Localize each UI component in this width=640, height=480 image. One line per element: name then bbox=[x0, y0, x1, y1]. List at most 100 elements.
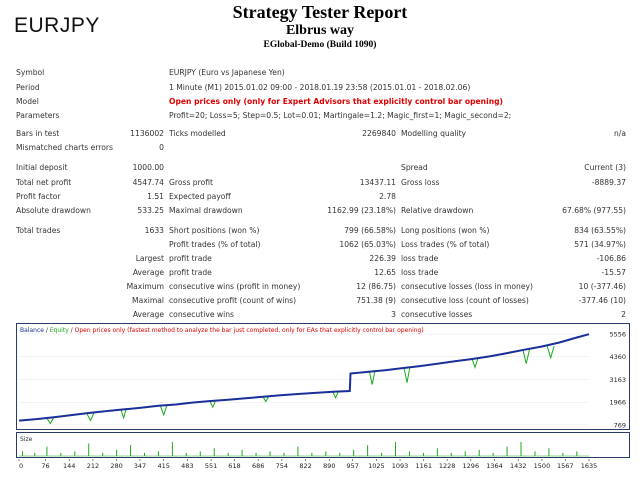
x-tick-label: 1432 bbox=[510, 462, 527, 470]
avg-cons-wins-label: consecutive wins bbox=[169, 310, 235, 319]
x-tick-label: 1296 bbox=[463, 462, 480, 470]
x-axis: 0 76 144 212 280 347 415 483 551 618 686 754 822 890 9… bbox=[18, 459, 598, 470]
gross-loss-value: -8889.37 bbox=[591, 178, 626, 187]
ticks-label: Ticks modelled bbox=[169, 129, 226, 138]
y-tick-layer: 5556 4360 3163 1966 769 bbox=[609, 331, 626, 430]
total-trades-value: 1633 bbox=[144, 226, 164, 235]
x-tick-label: 686 bbox=[252, 462, 264, 470]
x-tick-label: 1500 bbox=[534, 462, 551, 470]
x-tick-label: 1364 bbox=[486, 462, 503, 470]
ticks-value: 2269840 bbox=[362, 129, 396, 138]
x-tick-label: 1161 bbox=[415, 462, 432, 470]
maximal-cons-loss-label: consecutive loss (count of losses) bbox=[401, 296, 529, 305]
loss-trades-value: 571 (34.97%) bbox=[574, 240, 626, 249]
symbol-value: EURJPY (Euro vs Japanese Yen) bbox=[169, 68, 285, 77]
x-tick-label: 618 bbox=[228, 462, 240, 470]
max-cons-losses-label: consecutive losses (loss in money) bbox=[401, 282, 533, 291]
long-positions-label: Long positions (won %) bbox=[401, 226, 490, 235]
profit-trades-value: 1062 (65.03%) bbox=[339, 240, 396, 249]
max-cons-losses-value: 10 (-377.46) bbox=[578, 282, 626, 291]
avg-cons-wins-value: 3 bbox=[391, 310, 396, 319]
long-positions-value: 834 (63.55%) bbox=[574, 226, 626, 235]
x-tick-layer: 0 76 144 212 280 347 415 483 551 618 686 754 822 890 9… bbox=[18, 459, 598, 470]
x-tick-label: 280 bbox=[110, 462, 122, 470]
equity-dip bbox=[403, 367, 411, 383]
expected-payoff-label: Expected payoff bbox=[169, 192, 231, 201]
x-tick-label: 415 bbox=[157, 462, 169, 470]
equity-dip bbox=[120, 408, 127, 420]
average-profit-label: profit trade bbox=[169, 268, 212, 277]
x-tick-label: 1025 bbox=[368, 462, 385, 470]
quality-label: Modelling quality bbox=[401, 129, 467, 138]
equity-dip bbox=[262, 396, 270, 403]
maximum-label: Maximum bbox=[126, 282, 164, 291]
max-cons-wins-value: 12 (86.75) bbox=[356, 282, 396, 291]
report-server: EGlobal-Demo (Build 1090) bbox=[263, 40, 377, 50]
size-chart: Size bbox=[16, 432, 630, 458]
average-loss-value: -15.57 bbox=[601, 268, 626, 277]
gross-profit-label: Gross profit bbox=[169, 178, 213, 187]
average-loss-label: loss trade bbox=[401, 268, 439, 277]
legend-equity: Equity bbox=[50, 327, 69, 334]
x-tick-label: 0 bbox=[19, 462, 23, 470]
quality-value: n/a bbox=[613, 129, 626, 138]
largest-profit-label: profit trade bbox=[169, 254, 212, 263]
maximal-cons-profit-label: consecutive profit (count of wins) bbox=[169, 296, 297, 305]
size-layer bbox=[19, 442, 589, 457]
equity-dip bbox=[522, 348, 531, 364]
rel-drawdown-value: 67.68% (977.55) bbox=[562, 206, 626, 215]
max-cons-wins-label: consecutive wins (profit in money) bbox=[169, 282, 301, 291]
rel-drawdown-label: Relative drawdown bbox=[401, 206, 474, 215]
legend-note: Open prices only (fastest method to anal… bbox=[75, 327, 424, 334]
period-value: 1 Minute (M1) 2015.01.02 09:00 - 2018.01… bbox=[169, 83, 471, 92]
balance-line bbox=[18, 333, 590, 422]
report-subtitle: Elbrus way bbox=[285, 23, 355, 38]
avg-label: Average bbox=[132, 310, 164, 319]
maximal-cons-loss-value: -377.46 (10) bbox=[578, 296, 626, 305]
y-tick-label: 1966 bbox=[609, 399, 626, 407]
largest-loss-value: -106.86 bbox=[596, 254, 626, 263]
symbol-heading: EURJPY bbox=[14, 14, 100, 37]
largest-label: Largest bbox=[135, 254, 164, 263]
y-tick-label: 769 bbox=[614, 422, 626, 430]
x-tick-label: 144 bbox=[63, 462, 75, 470]
profit-factor-value: 1.51 bbox=[147, 192, 164, 201]
size-legend: Size bbox=[20, 436, 33, 443]
x-tick-label: 1093 bbox=[392, 462, 409, 470]
max-drawdown-label: Maximal drawdown bbox=[169, 206, 243, 215]
equity-dip bbox=[209, 400, 217, 409]
x-tick-label: 347 bbox=[134, 462, 146, 470]
equity-dip bbox=[159, 404, 168, 417]
initial-deposit-label: Initial deposit bbox=[16, 163, 68, 172]
equity-dip bbox=[332, 391, 339, 400]
average-profit-value: 12.65 bbox=[374, 268, 396, 277]
net-profit-label: Total net profit bbox=[16, 178, 72, 187]
bars-value: 1136002 bbox=[130, 129, 164, 138]
x-tick-label: 1228 bbox=[439, 462, 456, 470]
net-profit-value: 4547.74 bbox=[132, 178, 164, 187]
profit-trades-label: Profit trades (% of total) bbox=[169, 240, 261, 249]
x-tick-label: 551 bbox=[205, 462, 217, 470]
grid-layer bbox=[19, 333, 589, 426]
average-label: Average bbox=[132, 268, 164, 277]
avg-cons-losses-label: consecutive losses bbox=[401, 310, 473, 319]
short-positions-value: 799 (66.58%) bbox=[344, 226, 396, 235]
x-tick-label: 1567 bbox=[557, 462, 574, 470]
legend-sep-1: / bbox=[44, 327, 50, 334]
symbol-label: Symbol bbox=[16, 68, 45, 77]
x-tick-label: 76 bbox=[41, 462, 49, 470]
mismatch-label: Mismatched charts errors bbox=[16, 143, 113, 152]
size-chart-svg: Size bbox=[19, 436, 589, 457]
equity-dip bbox=[86, 412, 95, 422]
parameters-label: Parameters bbox=[16, 111, 60, 120]
largest-profit-value: 226.39 bbox=[369, 254, 396, 263]
y-tick-label: 4360 bbox=[609, 353, 626, 361]
x-tick-label: 890 bbox=[323, 462, 335, 470]
spread-label: Spread bbox=[401, 163, 428, 172]
y-tick-label: 3163 bbox=[609, 376, 626, 384]
maximal-label: Maximal bbox=[132, 296, 164, 305]
x-tick-label: 1635 bbox=[581, 462, 598, 470]
spread-value: Current (3) bbox=[584, 163, 626, 172]
model-value: Open prices only (only for Expert Adviso… bbox=[169, 97, 504, 106]
equity-dip bbox=[546, 345, 555, 360]
